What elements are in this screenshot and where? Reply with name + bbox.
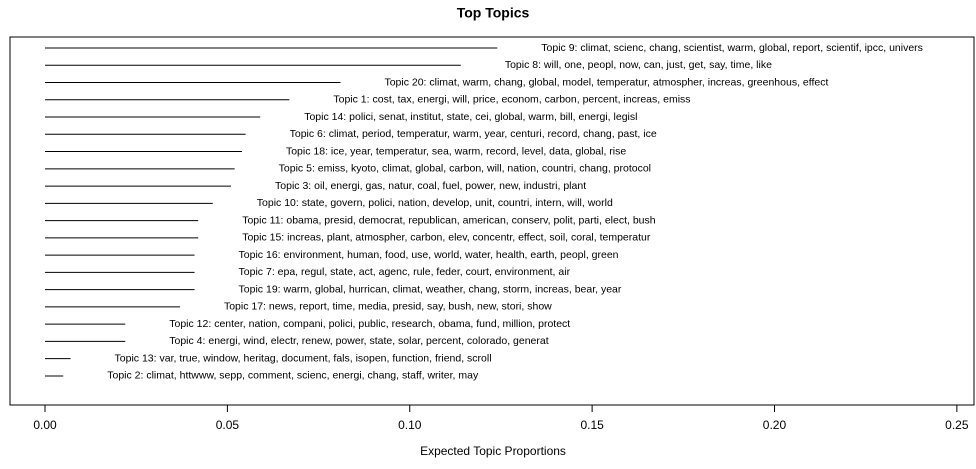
x-axis-label: Expected Topic Proportions (420, 444, 566, 458)
topic-label: Topic 7: epa, regul, state, act, agenc, … (239, 266, 571, 278)
topic-label: Topic 12: center, nation, compani, polic… (169, 318, 570, 330)
topic-label: Topic 11: obama, presid, democrat, repub… (242, 214, 656, 226)
topic-label: Topic 3: oil, energi, gas, natur, coal, … (275, 180, 586, 192)
topic-label: Topic 13: var, true, window, heritag, do… (115, 352, 492, 364)
topic-label: Topic 9: climat, scienc, chang, scientis… (541, 42, 923, 54)
topic-label: Topic 2: climat, httwww, sepp, comment, … (107, 370, 479, 382)
x-tick-label: 0.00 (33, 418, 57, 432)
topic-label: Topic 17: news, report, time, media, pre… (224, 301, 552, 313)
x-tick-label: 0.15 (580, 418, 604, 432)
topic-label: Topic 14: polici, senat, institut, state… (304, 111, 637, 123)
chart-title: Top Topics (457, 5, 530, 21)
x-tick-label: 0.20 (763, 418, 787, 432)
topic-label: Topic 18: ice, year, temperatur, sea, wa… (286, 145, 626, 157)
x-tick-label: 0.10 (398, 418, 422, 432)
topic-label: Topic 15: increas, plant, atmospher, car… (242, 232, 651, 244)
topic-label: Topic 20: climat, warm, chang, global, m… (384, 76, 828, 88)
topic-label: Topic 1: cost, tax, energi, will, price,… (333, 94, 690, 106)
topic-label: Topic 4: energi, wind, electr, renew, po… (169, 335, 548, 347)
topic-label: Topic 19: warm, global, hurrican, climat… (239, 283, 622, 295)
x-tick-label: 0.25 (945, 418, 969, 432)
topic-label: Topic 16: environment, human, food, use,… (239, 249, 619, 261)
topic-label: Topic 8: will, one, peopl, now, can, jus… (505, 59, 772, 71)
x-tick-label: 0.05 (216, 418, 240, 432)
topic-label: Topic 5: emiss, kyoto, climat, global, c… (279, 163, 651, 175)
topic-label: Topic 6: climat, period, temperatur, war… (290, 128, 657, 140)
topic-label: Topic 10: state, govern, polici, nation,… (257, 197, 613, 209)
